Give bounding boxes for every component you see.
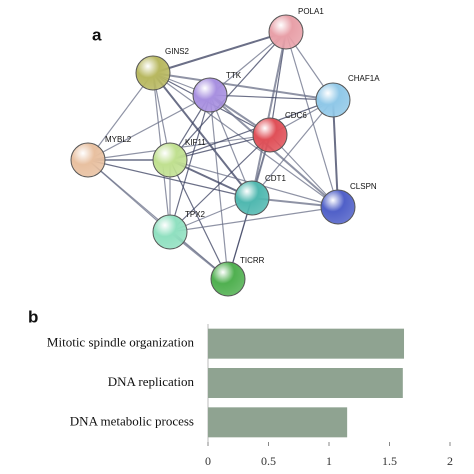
node-label: TTK [226,71,242,80]
node [152,214,188,250]
node-label: KIF11 [185,138,206,147]
x-tick-label: 0.5 [261,454,276,468]
edge [152,31,287,74]
edge [169,94,211,233]
node [135,55,171,91]
node-label: CDT1 [265,174,286,183]
edge [87,94,211,161]
node-label: POLA1 [298,7,324,16]
node [210,261,246,297]
y-tick-label: Mitotic spindle organization [47,335,195,350]
edge [285,31,339,208]
edge [251,31,287,199]
edge [169,99,334,161]
node [152,142,188,178]
bar [208,407,348,438]
node [70,142,106,178]
edge [209,94,334,101]
x-tick-label: 1 [326,454,332,468]
node [320,189,356,225]
edge [152,72,253,199]
node [315,82,351,118]
node [268,14,304,50]
node-label: CHAF1A [348,74,380,83]
panel-label: a [92,25,102,44]
node-label: MYBL2 [105,135,132,144]
x-tick-label: 1.5 [382,454,397,468]
panel-label: b [28,307,38,326]
y-tick-label: DNA metabolic process [70,413,194,428]
x-tick-label: 2 [447,454,453,468]
x-tick-label: 0 [205,454,211,468]
edge [209,94,229,280]
bar [208,368,403,398]
node-label: TICRR [240,256,265,265]
edge [251,99,334,199]
edge [152,72,339,208]
node-label: TPX2 [185,210,206,219]
y-tick-label: DNA replication [108,374,195,389]
node [234,180,270,216]
bar [208,328,405,359]
node [192,77,228,113]
node-label: GINS2 [165,47,190,56]
edge [87,72,154,161]
edge [332,99,339,208]
edge [169,206,339,233]
node [252,117,288,153]
node-label: CLSPN [350,182,377,191]
node-label: CDC6 [285,111,307,120]
edge [152,72,334,101]
